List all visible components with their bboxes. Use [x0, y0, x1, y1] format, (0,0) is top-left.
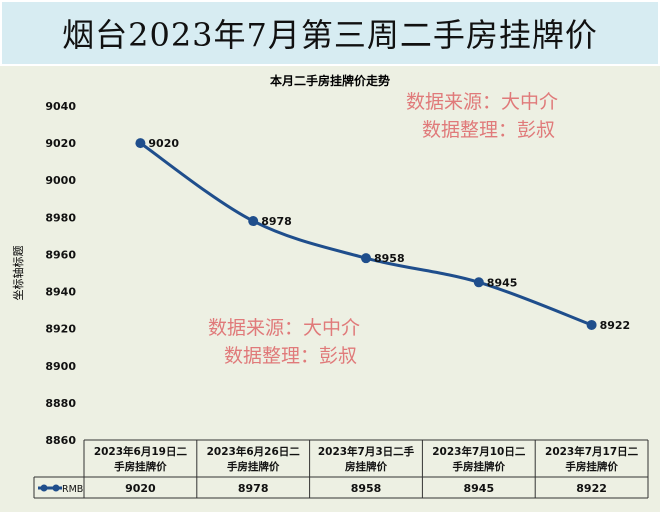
watermark-top: 数据来源：大中介 数据整理：彭叔 — [406, 88, 558, 144]
x-category-label: 2023年6月26日二 — [207, 445, 301, 458]
data-point — [473, 277, 484, 288]
banner: 烟台2023年7月第三周二手房挂牌价 — [2, 2, 658, 64]
chart-title: 本月二手房挂牌价走势 — [270, 73, 390, 88]
y-tick-label: 9020 — [45, 137, 76, 150]
data-label: 9020 — [148, 137, 179, 150]
y-tick-label: 9040 — [45, 100, 76, 113]
watermark-line-source: 数据来源：大中介 — [406, 91, 559, 113]
legend-marker — [52, 484, 60, 492]
x-category-label: 2023年7月3日二手 — [318, 445, 415, 458]
watermark-line-source: 数据来源：大中介 — [208, 317, 361, 339]
x-category-label: 手房挂牌价 — [565, 460, 618, 473]
table-value: 9020 — [125, 482, 156, 495]
chart-area: 本月二手房挂牌价走势坐标轴标题 8860 8880 8900 8920 8940 8960 8… — [0, 66, 660, 512]
data-point — [586, 319, 597, 330]
y-tick-label: 9000 — [45, 174, 76, 187]
x-category-label: 2023年7月10日二 — [432, 445, 526, 458]
data-point — [248, 216, 259, 227]
legend-marker — [40, 484, 48, 492]
data-label: 8978 — [261, 215, 292, 228]
x-category-label: 手房挂牌价 — [114, 460, 167, 473]
x-category-label: 2023年7月17日二 — [545, 445, 639, 458]
data-point — [135, 138, 146, 149]
watermark-line-editor: 数据整理：彭叔 — [422, 119, 556, 141]
data-label: 8922 — [600, 319, 631, 332]
watermark-line-editor: 数据整理：彭叔 — [224, 345, 358, 367]
y-tick-label: 8880 — [45, 397, 76, 410]
y-tick-label: 8980 — [45, 211, 76, 224]
data-label: 8958 — [374, 252, 405, 265]
x-category-label: 房挂牌价 — [345, 460, 387, 473]
series-line-rmb — [139, 141, 593, 327]
table-value: 8922 — [576, 482, 607, 495]
x-category-label: 手房挂牌价 — [227, 460, 280, 473]
table-value: 8945 — [463, 482, 494, 495]
table-value: 8978 — [238, 482, 269, 495]
watermark-bottom: 数据来源：大中介 数据整理：彭叔 — [208, 314, 360, 370]
x-category-label: 2023年6月19日二 — [94, 445, 188, 458]
table-value: 8958 — [351, 482, 382, 495]
y-tick-label: 8900 — [45, 360, 76, 373]
data-point — [361, 253, 371, 264]
data-label: 8945 — [487, 276, 518, 289]
y-tick-label: 8940 — [45, 286, 76, 299]
legend-label: RMB — [62, 484, 83, 495]
y-tick-label: 8860 — [45, 434, 76, 447]
y-tick-label: 8920 — [45, 323, 76, 336]
y-tick-label: 8960 — [45, 248, 76, 261]
y-axis-title: 坐标轴标题 — [11, 246, 25, 301]
x-category-label: 手房挂牌价 — [453, 460, 506, 473]
page-title: 烟台2023年7月第三周二手房挂牌价 — [62, 16, 598, 54]
